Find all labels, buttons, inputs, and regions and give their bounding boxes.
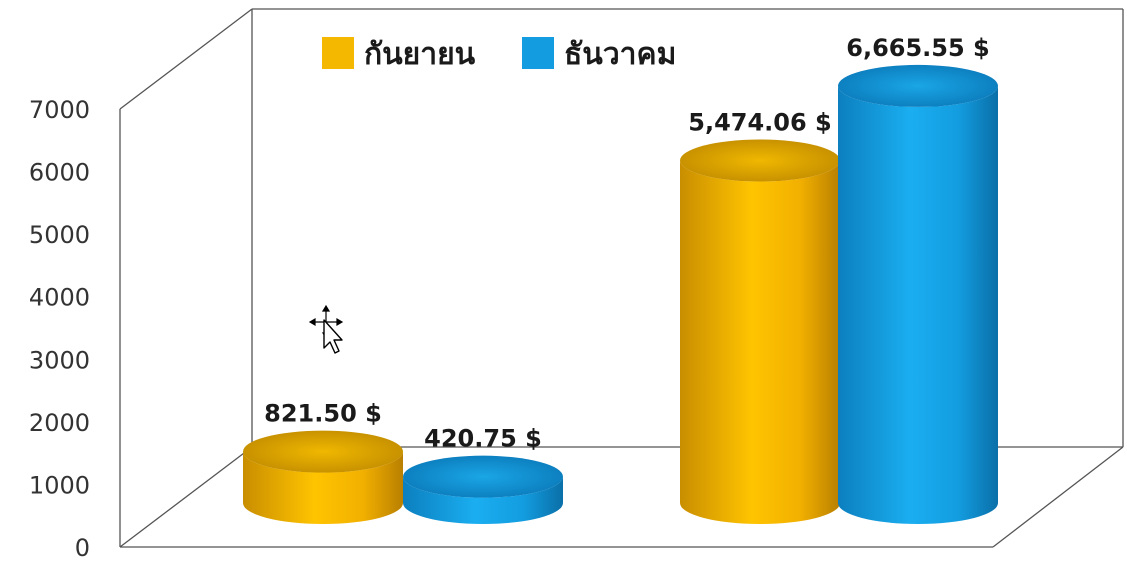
- y-tick-label: 0: [75, 534, 90, 562]
- y-axis: 0 1000 2000 3000 4000 5000 6000 7000: [29, 96, 90, 562]
- data-label: 5,474.06 $: [688, 108, 831, 136]
- bar-1-0: [403, 455, 563, 524]
- y-tick-label: 3000: [29, 346, 90, 374]
- legend-label-1: ธันวาคม: [564, 37, 676, 72]
- floor-right-edge: [992, 446, 1124, 548]
- legend-swatch-0: [322, 37, 354, 69]
- bar-body: [680, 160, 840, 525]
- bars: [243, 64, 998, 525]
- data-labels: 821.50 $ 420.75 $ 5,474.06 $ 6,665.55 $: [264, 34, 990, 453]
- bar-1-1: [838, 64, 998, 525]
- data-label: 420.75 $: [424, 425, 542, 453]
- floor-left-edge: [119, 446, 253, 548]
- bar-body: [243, 451, 403, 524]
- bar-body: [838, 85, 998, 525]
- move-cursor-icon: [308, 304, 344, 354]
- data-label: 821.50 $: [264, 400, 382, 428]
- y-tick-label: 6000: [29, 159, 90, 187]
- y-tick-label: 4000: [29, 284, 90, 312]
- legend: กันยายน ธันวาคม: [322, 37, 676, 72]
- bar-top: [838, 64, 998, 107]
- data-label: 6,665.55 $: [846, 34, 989, 62]
- y-tick-label: 7000: [29, 96, 90, 124]
- side-wall-top: [119, 8, 253, 110]
- y-tick-label: 2000: [29, 409, 90, 437]
- bar-0-0: [243, 430, 403, 524]
- y-tick-label: 5000: [29, 221, 90, 249]
- bar-top: [680, 139, 840, 182]
- legend-swatch-1: [522, 37, 554, 69]
- bar-0-1: [680, 139, 840, 525]
- bar-top: [403, 455, 563, 498]
- bar-body: [403, 476, 563, 524]
- y-tick-label: 1000: [29, 471, 90, 499]
- bar-top: [243, 430, 403, 473]
- legend-label-0: กันยายน: [364, 37, 476, 72]
